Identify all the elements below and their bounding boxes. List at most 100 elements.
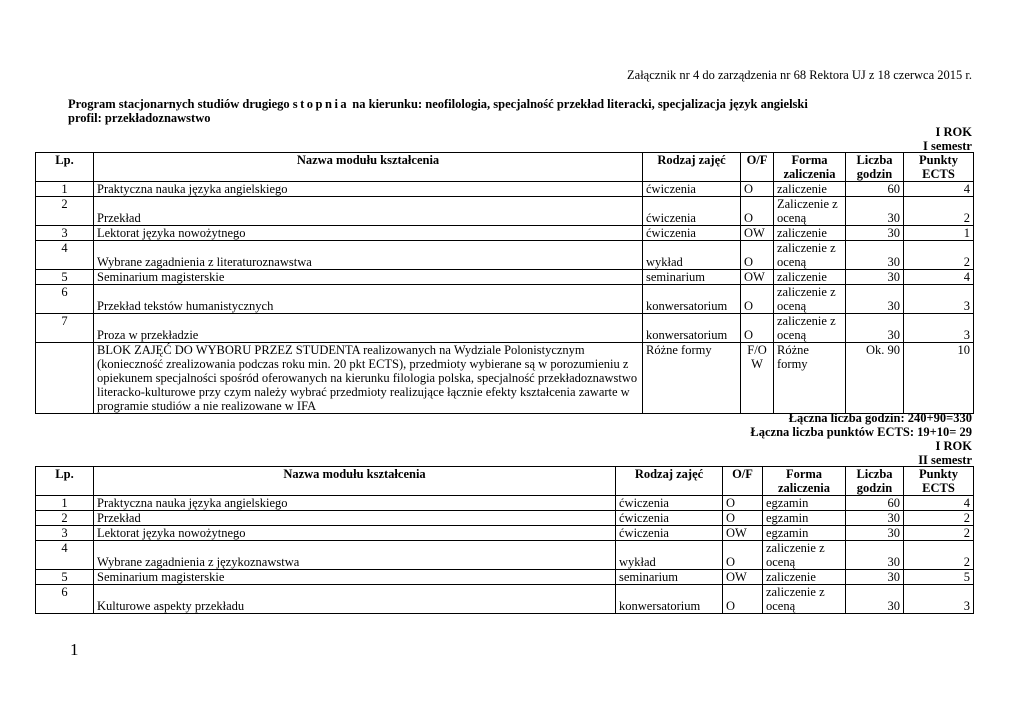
cell-hours: 60 xyxy=(845,495,904,511)
header-row: Lp. Nazwa modułu kształcenia Rodzaj zajęć O… xyxy=(35,152,974,182)
cell-lp: 4 xyxy=(35,240,94,270)
cell-obligatory-flag: F/O W xyxy=(740,342,774,414)
cell-lp: 2 xyxy=(35,196,94,226)
cell-obligatory-flag: O xyxy=(722,584,763,614)
cell-hours: 30 xyxy=(845,240,904,270)
table-row: 6 Przekład tekstów humanistycznych konwers… xyxy=(35,284,974,314)
cell-ects: 3 xyxy=(903,313,974,343)
cell-ects: 3 xyxy=(903,284,974,314)
cell-module-name: Wybrane zagadnienia z literaturoznawstwa xyxy=(93,240,643,270)
cell-module-name: Proza w przekładzie xyxy=(93,313,643,343)
year-label: I ROK xyxy=(935,439,972,453)
cell-lp: 1 xyxy=(35,495,94,511)
cell-class-type: konwersatorium xyxy=(615,584,723,614)
column-header-module-name: Nazwa modułu kształcenia xyxy=(93,152,643,182)
cell-class-type: ćwiczenia xyxy=(615,525,723,541)
elective-block-row: BLOK ZAJĘĆ DO WYBORU PRZEZ STUDENTA real… xyxy=(35,342,974,414)
cell-obligatory-flag: O xyxy=(722,510,763,526)
cell-class-type: seminarium xyxy=(615,569,723,585)
cell-class-type: ćwiczenia xyxy=(642,225,741,241)
cell-assessment-form: zaliczenie z oceną xyxy=(773,284,846,314)
cell-lp: 7 xyxy=(35,313,94,343)
cell-module-name: Wybrane zagadnienia z językoznawstwa xyxy=(93,540,616,570)
cell-assessment-form: zaliczenie z oceną xyxy=(762,584,846,614)
cell-lp: 2 xyxy=(35,510,94,526)
column-header-hours: Liczba godzin xyxy=(845,466,904,496)
cell-module-name: Praktyczna nauka języka angielskiego xyxy=(93,181,643,197)
cell-obligatory-flag: O xyxy=(740,196,774,226)
table-row: 5 Seminarium magisterskie seminarium OW zali… xyxy=(35,269,974,285)
cell-ects: 3 xyxy=(903,584,974,614)
cell-ects: 2 xyxy=(903,240,974,270)
cell-ects: 5 xyxy=(903,569,974,585)
cell-ects: 2 xyxy=(903,510,974,526)
cell-hours: 30 xyxy=(845,584,904,614)
cell-ects: 4 xyxy=(903,495,974,511)
cell-class-type: konwersatorium xyxy=(642,284,741,314)
cell-obligatory-flag: O xyxy=(740,284,774,314)
cell-lp: 5 xyxy=(35,569,94,585)
cell-assessment-form: zaliczenie xyxy=(762,569,846,585)
cell-class-type: wykład xyxy=(615,540,723,570)
cell-hours: 30 xyxy=(845,196,904,226)
title-spaced: stopnia xyxy=(292,97,350,111)
cell-module-name: Przekład xyxy=(93,510,616,526)
cell-hours: 30 xyxy=(845,525,904,541)
column-header-ects: Punkty ECTS xyxy=(903,152,974,182)
cell-obligatory-flag: O xyxy=(740,181,774,197)
cell-module-name: Praktyczna nauka języka angielskiego xyxy=(93,495,616,511)
column-header-obligatory-flag: O/F xyxy=(740,152,774,182)
column-header-class-type: Rodzaj zajęć xyxy=(615,466,723,496)
page-number: 1 xyxy=(70,640,79,659)
cell-assessment-form: zaliczenie xyxy=(773,181,846,197)
semester-label: II semestr xyxy=(918,453,972,467)
title-part: na kierunku: neofilologia, specjalność p… xyxy=(349,97,808,111)
cell-obligatory-flag: O xyxy=(740,313,774,343)
cell-ects: 10 xyxy=(903,342,974,414)
table-row: 1 Praktyczna nauka języka angielskiego ćwi… xyxy=(35,181,974,197)
cell-module-name: Lektorat języka nowożytnego xyxy=(93,225,643,241)
table-row: 2 Przekład ćwiczenia O Zaliczenie z oceną 30 2 xyxy=(35,196,974,226)
cell-obligatory-flag: OW xyxy=(740,269,774,285)
cell-obligatory-flag: OW xyxy=(722,525,763,541)
cell-obligatory-flag: O xyxy=(722,540,763,570)
cell-assessment-form: zaliczenie z oceną xyxy=(773,313,846,343)
table-row: 5 Seminarium magisterskie seminarium OW zali… xyxy=(35,569,974,585)
table-row: 1 Praktyczna nauka języka angielskiego ćwi… xyxy=(35,495,974,511)
cell-lp: 3 xyxy=(35,225,94,241)
column-header-assessment-form: Forma zaliczenia xyxy=(762,466,846,496)
header-row: Lp. Nazwa modułu kształcenia Rodzaj zajęć O… xyxy=(35,466,974,496)
total-hours: Łączna liczba godzin: 240+90=330 xyxy=(788,411,972,425)
cell-hours: 30 xyxy=(845,225,904,241)
column-header-ects: Punkty ECTS xyxy=(903,466,974,496)
cell-assessment-form: zaliczenie xyxy=(773,225,846,241)
cell-module-name: Kulturowe aspekty przekładu xyxy=(93,584,616,614)
cell-assessment-form: egzamin xyxy=(762,525,846,541)
cell-ects: 2 xyxy=(903,525,974,541)
cell-hours: 30 xyxy=(845,313,904,343)
cell-class-type: Różne formy xyxy=(642,342,741,414)
annex-note: Załącznik nr 4 do zarządzenia nr 68 Rekt… xyxy=(627,68,972,82)
table-row: 6 Kulturowe aspekty przekładu konwersatori… xyxy=(35,584,974,614)
program-title: Program stacjonarnych studiów drugiego s… xyxy=(68,97,808,111)
cell-hours: 30 xyxy=(845,510,904,526)
semester-label: I semestr xyxy=(923,139,972,153)
cell-lp: 5 xyxy=(35,269,94,285)
cell-lp: 3 xyxy=(35,525,94,541)
cell-hours: Ok. 90 xyxy=(845,342,904,414)
cell-lp: 6 xyxy=(35,584,94,614)
column-header-hours: Liczba godzin xyxy=(845,152,904,182)
cell-assessment-form: Różne formy xyxy=(773,342,846,414)
column-header-lp: Lp. xyxy=(35,152,94,182)
cell-ects: 1 xyxy=(903,225,974,241)
title-part: Program stacjonarnych studiów drugiego xyxy=(68,97,293,111)
cell-assessment-form: egzamin xyxy=(762,495,846,511)
cell-module-name: Przekład xyxy=(93,196,643,226)
cell-assessment-form: Zaliczenie z oceną xyxy=(773,196,846,226)
cell-obligatory-flag: O xyxy=(722,495,763,511)
column-header-obligatory-flag: O/F xyxy=(722,466,763,496)
cell-class-type: ćwiczenia xyxy=(642,196,741,226)
